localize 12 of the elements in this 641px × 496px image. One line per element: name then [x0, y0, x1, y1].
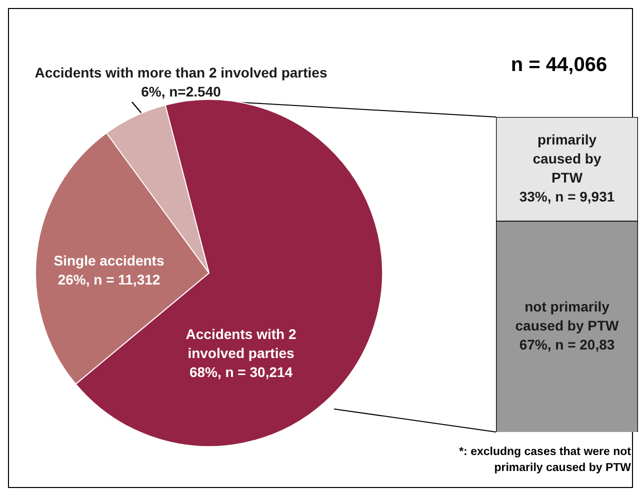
slice-label: Accidents with 2 involved parties: [186, 326, 296, 361]
slice-label: Single accidents: [54, 252, 164, 268]
data-label: 26%, n = 11,312: [58, 271, 160, 288]
data-label: 67%, n = 20,83: [519, 336, 615, 352]
data-label: 6%, n=2.540: [141, 83, 222, 100]
series-label: primarily caused by PTW: [532, 131, 602, 186]
data-label: 33%, n = 9,931: [519, 188, 615, 204]
text: *: excludng cases that were not primarily caused by PTW: [458, 445, 631, 476]
slice-label: Accidents with more than 2 involved parties: [34, 64, 328, 80]
data-label: 68%, n = 30,214: [189, 364, 293, 380]
chart-title: n = 44,066: [510, 54, 608, 77]
series-label: not primarily caused by PTW: [515, 298, 620, 334]
